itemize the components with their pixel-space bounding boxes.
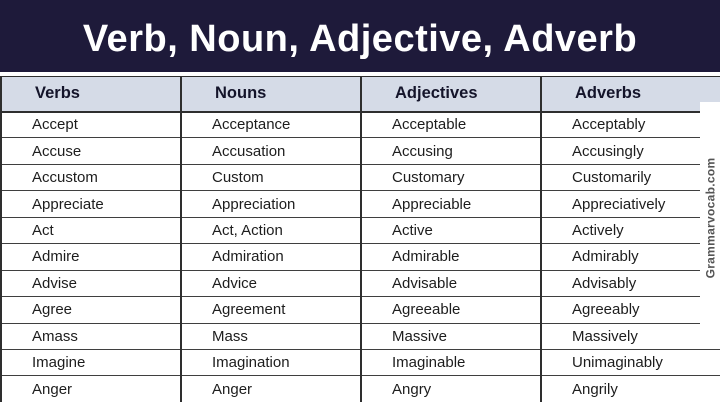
word-forms-table: Verbs Nouns Adjectives Adverbs Accept Ac…: [0, 76, 720, 403]
table-cell: Advisably: [541, 270, 720, 298]
table-cell: Accuse: [1, 137, 182, 165]
table-cell: Imagination: [181, 349, 362, 377]
table-cell: Imagine: [1, 349, 182, 377]
table-cell: Accustom: [1, 164, 182, 192]
table-cell: Angry: [361, 375, 542, 403]
column-header-adjectives: Adjectives: [361, 76, 542, 113]
table-cell: Acceptance: [181, 111, 362, 139]
table-cell: Advise: [1, 270, 182, 298]
table-cell: Advice: [181, 270, 362, 298]
table-row: Imagine Imagination Imaginable Unimagina…: [1, 349, 720, 377]
table-cell: Imaginable: [361, 349, 542, 377]
table-cell: Unimaginably: [541, 349, 720, 377]
table-cell: Agree: [1, 296, 182, 324]
table-cell: Angrily: [572, 380, 618, 398]
table-cell: Agreeable: [361, 296, 542, 324]
table-cell: Acceptably: [541, 111, 720, 139]
table-row: Admire Admiration Admirable Admirably: [1, 243, 720, 271]
table-cell: Admirably: [541, 243, 720, 271]
table-cell: Accusingly: [541, 137, 720, 165]
table-cell: Admirable: [361, 243, 542, 271]
table-cell: Admire: [1, 243, 182, 271]
table-cell: Accept: [1, 111, 182, 139]
table-cell: Active: [361, 217, 542, 245]
table-cell: Agreeably: [541, 296, 720, 324]
banner-divider: [0, 72, 720, 76]
table-cell: Appreciatively: [541, 190, 720, 218]
table-cell: Act, Action: [181, 217, 362, 245]
table-cell: Appreciate: [1, 190, 182, 218]
table-cell: Acceptable: [361, 111, 542, 139]
table-cell: Massively: [541, 323, 720, 350]
table-row: Advise Advice Advisable Advisably: [1, 270, 720, 298]
column-header-adverbs: Adverbs: [541, 76, 720, 113]
table-cell: Accusation: [181, 137, 362, 165]
table-row: Accuse Accusation Accusing Accusingly: [1, 137, 720, 165]
table-cell: Mass: [181, 323, 362, 350]
watermark-strip: Grammarvocab.com: [700, 102, 720, 334]
table-cell: Admiration: [181, 243, 362, 271]
table-cell: Agreement: [181, 296, 362, 324]
table-row: Agree Agreement Agreeable Agreeably: [1, 296, 720, 324]
table-row: Appreciate Appreciation Appreciable Appr…: [1, 190, 720, 218]
table-cell: Massive: [361, 323, 542, 350]
title-banner: Verb, Noun, Adjective, Adverb: [0, 0, 720, 72]
table-cell: Actively: [541, 217, 720, 245]
column-header-nouns: Nouns: [181, 76, 362, 113]
table-row: Act Act, Action Active Actively: [1, 217, 720, 245]
table-cell: Amass: [1, 323, 182, 350]
table-cell: Accusing: [361, 137, 542, 165]
table-row: Accustom Custom Customary Customarily: [1, 164, 720, 192]
watermark-text: Grammarvocab.com: [703, 157, 718, 279]
page-title: Verb, Noun, Adjective, Adverb: [82, 17, 638, 60]
table-cell: Anger: [181, 375, 362, 403]
table-cell: Custom: [181, 164, 362, 192]
table-cell: Customary: [361, 164, 542, 192]
table-cell: Appreciable: [361, 190, 542, 218]
table-cell: Act: [1, 217, 182, 245]
table-row: Amass Mass Massive Massively: [1, 323, 720, 350]
table-cell: Appreciation: [181, 190, 362, 218]
table-cell: Customarily: [541, 164, 720, 192]
table-header-row: Verbs Nouns Adjectives Adverbs: [1, 76, 720, 113]
column-header-verbs: Verbs: [1, 76, 182, 113]
table-row: Anger Anger Angry Angrily: [1, 375, 720, 403]
table-cell: Advisable: [361, 270, 542, 298]
table-cell: Anger: [1, 375, 182, 403]
table-row: Accept Acceptance Acceptable Acceptably: [1, 111, 720, 139]
